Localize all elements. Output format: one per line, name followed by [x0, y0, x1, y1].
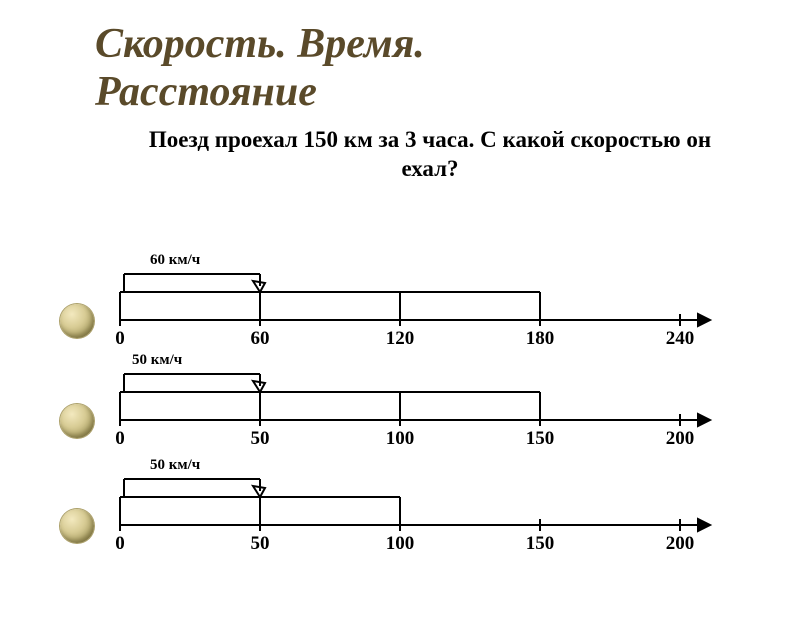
- diagram-2: 50 км/ч050100150200: [60, 352, 760, 462]
- diagram-1: 60 км/ч060120180240: [60, 252, 760, 362]
- tick-label: 60: [251, 328, 270, 350]
- tick-label: 0: [115, 533, 125, 555]
- question-text: Поезд проехал 150 км за 3 часа. С какой …: [120, 125, 740, 185]
- tick-label: 50: [251, 428, 270, 450]
- tick-label: 50: [251, 533, 270, 555]
- title-line-2: Расстояние: [95, 68, 800, 116]
- tick-label: 240: [666, 328, 695, 350]
- tick-label: 200: [666, 533, 695, 555]
- title-line-1: Скорость. Время.: [95, 20, 800, 68]
- tick-label: 100: [386, 428, 415, 450]
- tick-label: 120: [386, 328, 415, 350]
- tick-label: 150: [526, 533, 555, 555]
- page-title: Скорость. Время. Расстояние: [95, 20, 800, 117]
- diagram-3: 50 км/ч050100150200: [60, 457, 760, 567]
- tick-label: 150: [526, 428, 555, 450]
- tick-label: 0: [115, 328, 125, 350]
- tick-label: 0: [115, 428, 125, 450]
- tick-label: 180: [526, 328, 555, 350]
- tick-label: 200: [666, 428, 695, 450]
- tick-label: 100: [386, 533, 415, 555]
